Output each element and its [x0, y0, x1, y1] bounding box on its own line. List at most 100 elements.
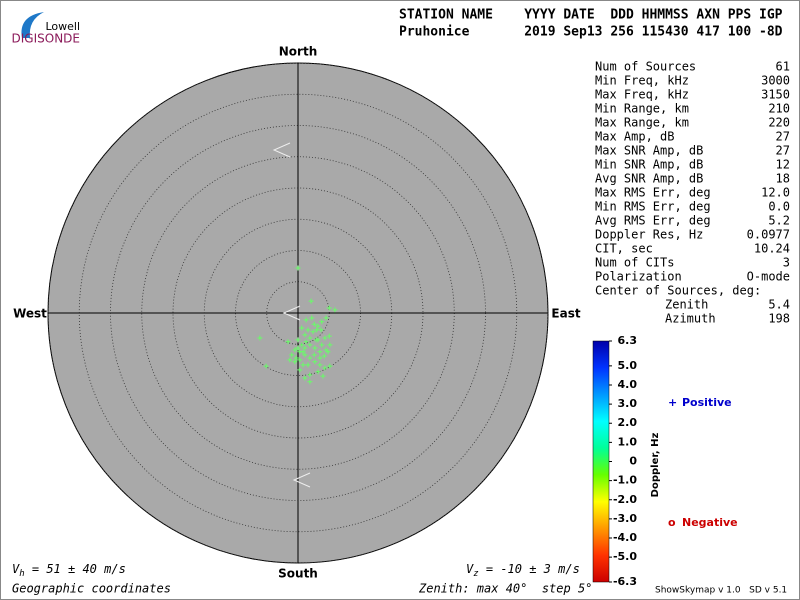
stat-label: Max Freq, kHz — [595, 88, 689, 102]
source-point — [302, 332, 308, 338]
source-point — [322, 365, 328, 371]
source-point — [311, 352, 317, 358]
source-point — [292, 359, 298, 365]
source-point — [307, 355, 313, 361]
colorbar-tick-label: -5.0 — [613, 550, 637, 563]
footer-right: ShowSkymap v 1.0 SD v 5.1 — [655, 586, 787, 596]
source-point — [257, 335, 263, 341]
source-point — [327, 342, 333, 348]
source-point — [307, 342, 313, 348]
north-label: North — [279, 45, 317, 59]
source-point — [305, 362, 311, 368]
stat-value: 5.2 — [768, 214, 790, 228]
vh-symbol: V — [12, 562, 20, 576]
vz-sub: z — [473, 569, 478, 579]
east-label: East — [551, 307, 580, 321]
source-point — [326, 333, 332, 339]
stat-value: 3 — [783, 256, 790, 270]
source-point — [322, 335, 328, 341]
source-point — [302, 345, 308, 351]
vh-sub: h — [19, 569, 24, 579]
stat-label: Doppler Res, Hz — [595, 228, 703, 242]
colorbar-tick-label: -6.3 — [613, 575, 637, 588]
colorbar-tick-label: -4.0 — [613, 531, 637, 544]
south-label: South — [278, 567, 318, 581]
logo-swoosh — [21, 12, 44, 38]
stat-value: 210 — [768, 102, 790, 116]
center-label: Zenith — [665, 298, 708, 312]
source-point — [332, 307, 338, 313]
colorbar-tick-label: 5.0 — [618, 359, 638, 372]
stat-value: 0.0 — [768, 200, 790, 214]
source-point — [302, 352, 308, 358]
source-point — [307, 335, 313, 341]
colorbar-tick-label: 0 — [629, 455, 637, 468]
source-point — [308, 298, 314, 304]
source-point — [323, 315, 329, 321]
legend-negative: Negative — [682, 516, 738, 529]
source-point — [327, 363, 333, 369]
source-point — [310, 329, 316, 335]
vh-text: = 51 ± 40 m/s — [25, 562, 126, 576]
source-point — [302, 375, 308, 381]
stat-value: 12 — [776, 158, 790, 172]
stat-label: Center of Sources, deg: — [595, 284, 761, 298]
source-point — [292, 347, 298, 353]
logo-top: Lowell — [45, 20, 80, 33]
source-point — [325, 349, 331, 355]
colorbar-tick-label: 6.3 — [618, 334, 638, 347]
logo-bottom: DIGISONDE — [12, 32, 80, 46]
stat-label: Avg SNR Amp, dB — [595, 172, 703, 186]
source-point — [313, 337, 319, 343]
center-label: Azimuth — [665, 312, 716, 326]
source-point — [317, 362, 323, 368]
stat-value: 3150 — [761, 88, 790, 102]
colorbar-tick-label: -1.0 — [613, 474, 637, 487]
colorbar: 6.3 5.0 4.0 3.0 2.0 1.0 0 -1.0 -2.0 -3.0 -4.0 -5.0 -… — [592, 334, 638, 588]
colorbar-tick-label: -2.0 — [613, 493, 637, 506]
source-point — [319, 319, 325, 325]
stat-label: Max Range, km — [595, 116, 689, 130]
footer-mid: Zenith: max 40° step 5° — [418, 582, 592, 596]
stat-value: 3000 — [761, 74, 790, 88]
source-point — [299, 325, 305, 331]
colorbar-scale — [592, 340, 610, 583]
source-point — [297, 367, 303, 373]
center-value: 5.4 — [768, 298, 790, 312]
source-point — [307, 372, 313, 378]
stat-label: Min Freq, kHz — [595, 74, 689, 88]
stat-label: Avg RMS Err, deg — [595, 214, 711, 228]
stat-value: 0.0977 — [747, 228, 790, 242]
colorbar-tick-label: 2.0 — [618, 416, 638, 429]
header-line: STATION NAME YYYY DATE DDD HHMMSS AXN PP… — [399, 8, 783, 23]
plot — [47, 62, 549, 564]
stat-label: Max SNR Amp, dB — [595, 144, 703, 158]
source-point — [289, 352, 295, 358]
source-point — [293, 355, 299, 361]
source-point — [315, 369, 321, 375]
stat-value: 220 — [768, 116, 790, 130]
source-point — [303, 339, 309, 345]
source-point — [263, 363, 269, 369]
direction-glyph — [292, 472, 311, 488]
source-point — [314, 327, 320, 333]
colorbar-tick-label: 1.0 — [618, 435, 638, 448]
legend-positive: Positive — [682, 396, 732, 409]
stat-value: 18 — [776, 172, 790, 186]
legend-negative-symbol: o — [668, 516, 676, 529]
source-point — [287, 357, 293, 363]
stat-label: Max RMS Err, deg — [595, 186, 711, 200]
source-point — [300, 362, 306, 368]
legend-positive-symbol: + — [668, 396, 677, 409]
source-point — [309, 315, 315, 321]
stat-value: 27 — [776, 130, 790, 144]
center-value: 198 — [768, 312, 790, 326]
source-point — [299, 342, 305, 348]
source-point — [307, 379, 313, 385]
source-point — [305, 327, 311, 333]
source-point — [318, 327, 324, 333]
stat-label: Polarization — [595, 270, 682, 284]
source-point — [320, 373, 326, 379]
stat-label: CIT, sec — [595, 242, 653, 256]
